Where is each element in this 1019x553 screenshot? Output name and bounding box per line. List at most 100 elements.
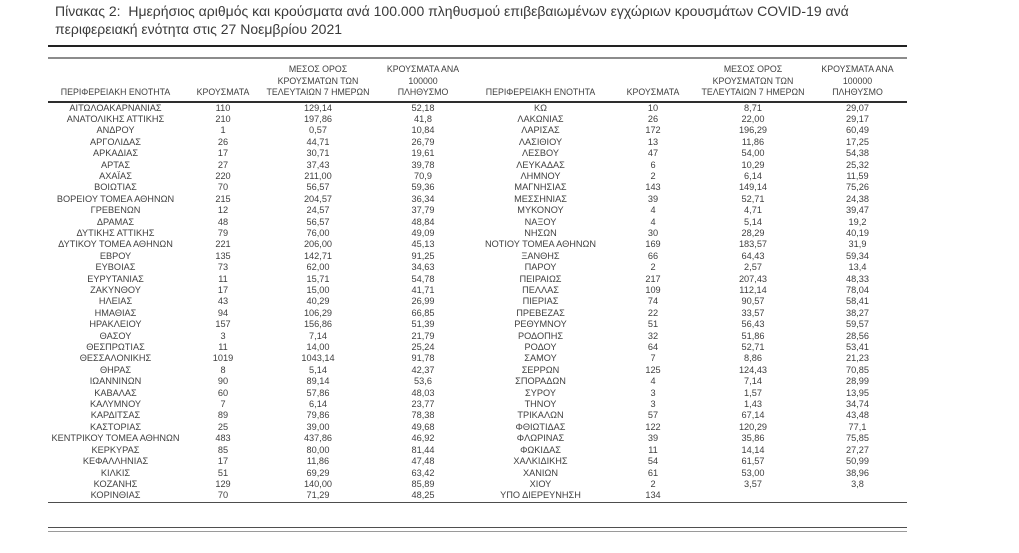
- cell-region: ΦΘΙΩΤΙΔΑΣ: [515, 421, 566, 432]
- cell-avg7: 5,14: [744, 216, 762, 227]
- cell-avg7: 52,71: [741, 342, 765, 353]
- cell-avg7: 196,29: [738, 125, 768, 136]
- cell-avg7: 183,57: [738, 239, 768, 250]
- cell-region: ΠΙΕΡΙΑΣ: [522, 296, 559, 307]
- table-row: ΚΑΣΤΟΡΙΑΣ 25 39,00 49,68 ΦΘΙΩΤΙΔΑΣ 122 120,29 7…: [48, 422, 907, 433]
- cell-region: ΡΟΔΟΥ: [524, 342, 557, 353]
- cell-cases: 17: [217, 456, 229, 467]
- cell-per100k: 53,6: [414, 376, 432, 387]
- cell-per100k: 54,38: [846, 148, 869, 159]
- cell-per100k: 91,25: [411, 250, 435, 261]
- table-row: ΚΕΝΤΡΙΚΟΥ ΤΟΜΕΑ ΑΘΗΝΩΝ 483 437,86 46,92 ΦΛΩΡ…: [48, 433, 907, 444]
- col-header-per100k-left: ΚΡΟΥΣΜΑΤΑ ΑΝΑ 100000 ΠΛΗΘΥΣΜΟ: [373, 58, 473, 103]
- cell-per100k: 70,9: [414, 170, 432, 181]
- col-header-avg7-left: ΜΕΣΟΣ ΟΡΟΣ ΚΡΟΥΣΜΑΤΩΝ ΤΩΝ ΤΕΛΕΥΤΑΙΩΝ 7 Η…: [263, 58, 373, 103]
- cell-region: ΚΕΦΑΛΛΗΝΙΑΣ: [82, 456, 149, 467]
- cell-avg7: 7,14: [744, 376, 762, 387]
- cell-cases: 134: [608, 490, 698, 503]
- cell-cases: 110: [215, 102, 231, 113]
- cell-region: ΛΑΣΙΘΙΟΥ: [518, 136, 563, 147]
- caption-divider: [48, 45, 907, 47]
- cell-region: ΛΕΥΚΑΔΑΣ: [516, 159, 565, 170]
- cell-region: ΚΟΖΑΝΗΣ: [93, 478, 138, 489]
- cell-cases: 51: [647, 319, 659, 330]
- table-row: ΚΑΒΑΛΑΣ 60 57,86 48,03 ΣΥΡΟΥ 3 1,57 13,95: [48, 388, 907, 399]
- cell-cases: 7: [650, 353, 656, 364]
- cell-cases: 17: [217, 285, 229, 295]
- table-row: ΒΟΡΕΙΟΥ ΤΟΜΕΑ ΑΘΗΝΩΝ 215 204,57 36,34 ΜΕΣΣΗΝ…: [48, 194, 907, 205]
- cell-per100k: 81,44: [411, 444, 435, 455]
- cell-avg7: 24,57: [306, 205, 330, 216]
- cell-region: ΞΑΝΘΗΣ: [521, 250, 560, 261]
- cell-region: ΡΟΔΟΠΗΣ: [517, 330, 564, 341]
- cell-avg7: 197,86: [303, 113, 333, 124]
- cell-region: ΘΕΣΠΡΩΤΙΑΣ: [86, 342, 145, 353]
- cell-region: ΠΑΡΟΥ: [524, 262, 557, 273]
- cell-per100k: 50,99: [846, 456, 869, 467]
- cell-avg7: 56,57: [306, 216, 330, 227]
- cell-avg7: 204,57: [303, 193, 333, 204]
- cell-cases: 217: [645, 273, 661, 284]
- cell-cases: 13: [647, 136, 659, 147]
- cell-cases: 74: [647, 296, 659, 307]
- cell-cases: 8: [220, 364, 226, 375]
- cell-per100k: 54,78: [411, 273, 435, 284]
- cell-cases: 48: [217, 216, 229, 227]
- cell-cases: 4: [650, 205, 656, 216]
- cell-avg7: 30,71: [306, 148, 330, 159]
- cell-avg7: 64,43: [741, 250, 765, 261]
- cell-region: ΕΒΡΟΥ: [99, 250, 132, 261]
- cell-avg7: 4,71: [744, 205, 762, 216]
- table-body: ΑΙΤΩΛΟΑΚΑΡΝΑΝΙΑΣ 110 129,14 52,18 ΚΩ 10 8,71 29…: [48, 102, 907, 503]
- cell-cases: 2: [650, 478, 656, 489]
- table-row: ΘΕΣΠΡΩΤΙΑΣ 11 14,00 25,24 ΡΟΔΟΥ 64 52,71 53,41: [48, 342, 907, 353]
- cell-region: ΑΡΚΑΔΙΑΣ: [92, 148, 138, 159]
- cell-avg7: 53,00: [741, 467, 765, 478]
- cell-cases: 1019: [212, 353, 234, 364]
- cell-region: ΦΩΚΙΔΑΣ: [520, 444, 561, 455]
- col-header-region-right: ΠΕΡΙΦΕΡΕΙΑΚΗ ΕΝΟΤΗΤΑ: [473, 58, 608, 103]
- cell-per100k: 36,34: [411, 193, 435, 204]
- cell-cases: 2: [650, 262, 656, 273]
- table-row: ΗΜΑΘΙΑΣ 94 106,29 66,85 ΠΡΕΒΕΖΑΣ 22 33,57 38,27: [48, 308, 907, 319]
- cell-per100k: 3,8: [851, 478, 864, 489]
- cell-per100k: 10,84: [411, 125, 435, 136]
- cell-per100k: 41,8: [414, 113, 432, 124]
- cell-cases: 2: [650, 170, 656, 181]
- cell-per100k: 37,79: [411, 205, 435, 216]
- table-row: ΑΡΓΟΛΙΔΑΣ 26 44,71 26,79 ΛΑΣΙΘΙΟΥ 13 11,86 17,2…: [48, 137, 907, 148]
- cell-region: ΑΝΑΤΟΛΙΚΗΣ ΑΤΤΙΚΗΣ: [66, 113, 165, 124]
- cell-region: ΚΑΣΤΟΡΙΑΣ: [89, 421, 141, 432]
- cell-per100k: 59,36: [411, 182, 435, 193]
- table-row: ΑΝΑΤΟΛΙΚΗΣ ΑΤΤΙΚΗΣ 210 197,86 41,8 ΛΑΚΩΝΙΑΣ 2…: [48, 114, 907, 125]
- cell-region: ΔΡΑΜΑΣ: [96, 216, 135, 227]
- cell-region: ΑΧΑΪΑΣ: [99, 170, 132, 181]
- cell-per100k: 63,42: [411, 467, 435, 478]
- cell-avg7: 0,57: [309, 125, 327, 136]
- cell-cases: 54: [647, 456, 659, 467]
- cell-cases: 210: [215, 113, 231, 124]
- cell-region: ΚΑΛΥΜΝΟΥ: [89, 399, 142, 410]
- table-bottom-rule: [48, 527, 907, 532]
- cell-region: ΦΛΩΡΙΝΑΣ: [516, 433, 565, 444]
- cell-region: ΜΥΚΟΝΟΥ: [517, 205, 564, 216]
- cell-region: ΔΥΤΙΚΟΥ ΤΟΜΕΑ ΑΘΗΝΩΝ: [58, 239, 173, 250]
- cell-cases: 12: [217, 205, 229, 216]
- table-row: ΚΙΛΚΙΣ 51 69,29 63,42 ΧΑΝΙΩΝ 61 53,00 38,96: [48, 468, 907, 479]
- cell-per100k: 91,78: [411, 353, 435, 364]
- cell-cases: 483: [215, 433, 231, 444]
- cell-avg7: 14,00: [306, 342, 330, 353]
- cell-region: ΤΡΙΚΑΛΩΝ: [517, 410, 564, 421]
- cell-avg7: 129,14: [303, 102, 333, 113]
- cell-cases: 26: [647, 113, 659, 124]
- cell-per100k: 75,85: [846, 433, 869, 444]
- table-row: ΚΕΡΚΥΡΑΣ 85 80,00 81,44 ΦΩΚΙΔΑΣ 11 14,14 27,27: [48, 445, 907, 456]
- cell-cases: 66: [647, 250, 659, 261]
- cell-avg7: 51,86: [741, 330, 765, 341]
- cell-avg7: 437,86: [303, 433, 333, 444]
- cell-avg7: 8,86: [744, 353, 762, 364]
- cell-per100k: 48,33: [846, 273, 869, 284]
- cell-cases: 4: [650, 376, 656, 387]
- table-row: ΔΥΤΙΚΗΣ ΑΤΤΙΚΗΣ 79 76,00 49,09 ΝΗΣΩΝ 30 28,29 4…: [48, 228, 907, 239]
